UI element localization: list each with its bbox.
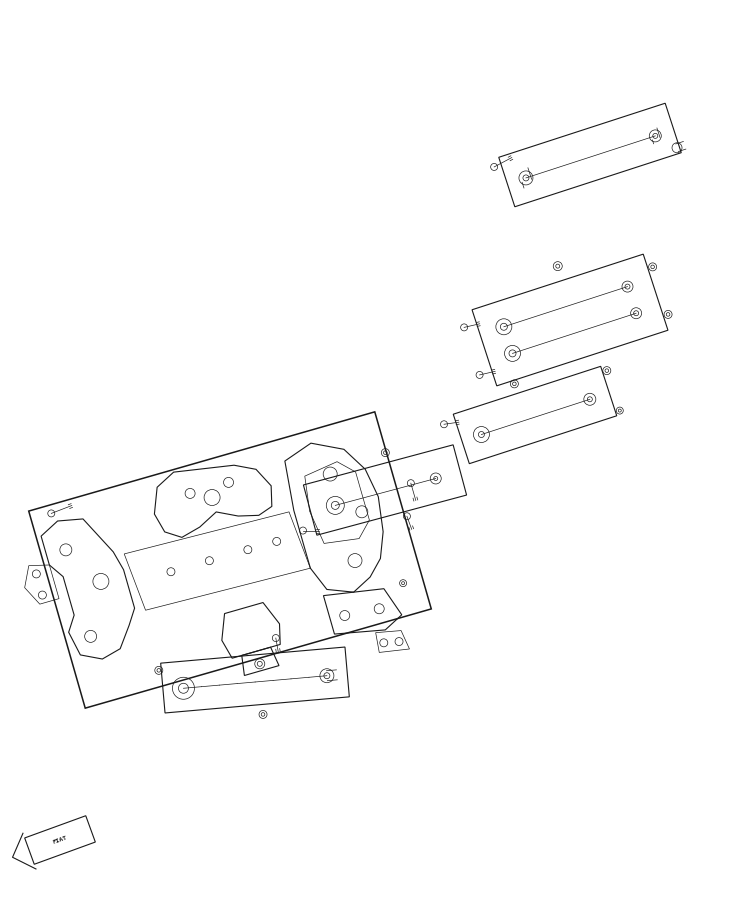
Text: FIAT: FIAT [52,835,68,845]
